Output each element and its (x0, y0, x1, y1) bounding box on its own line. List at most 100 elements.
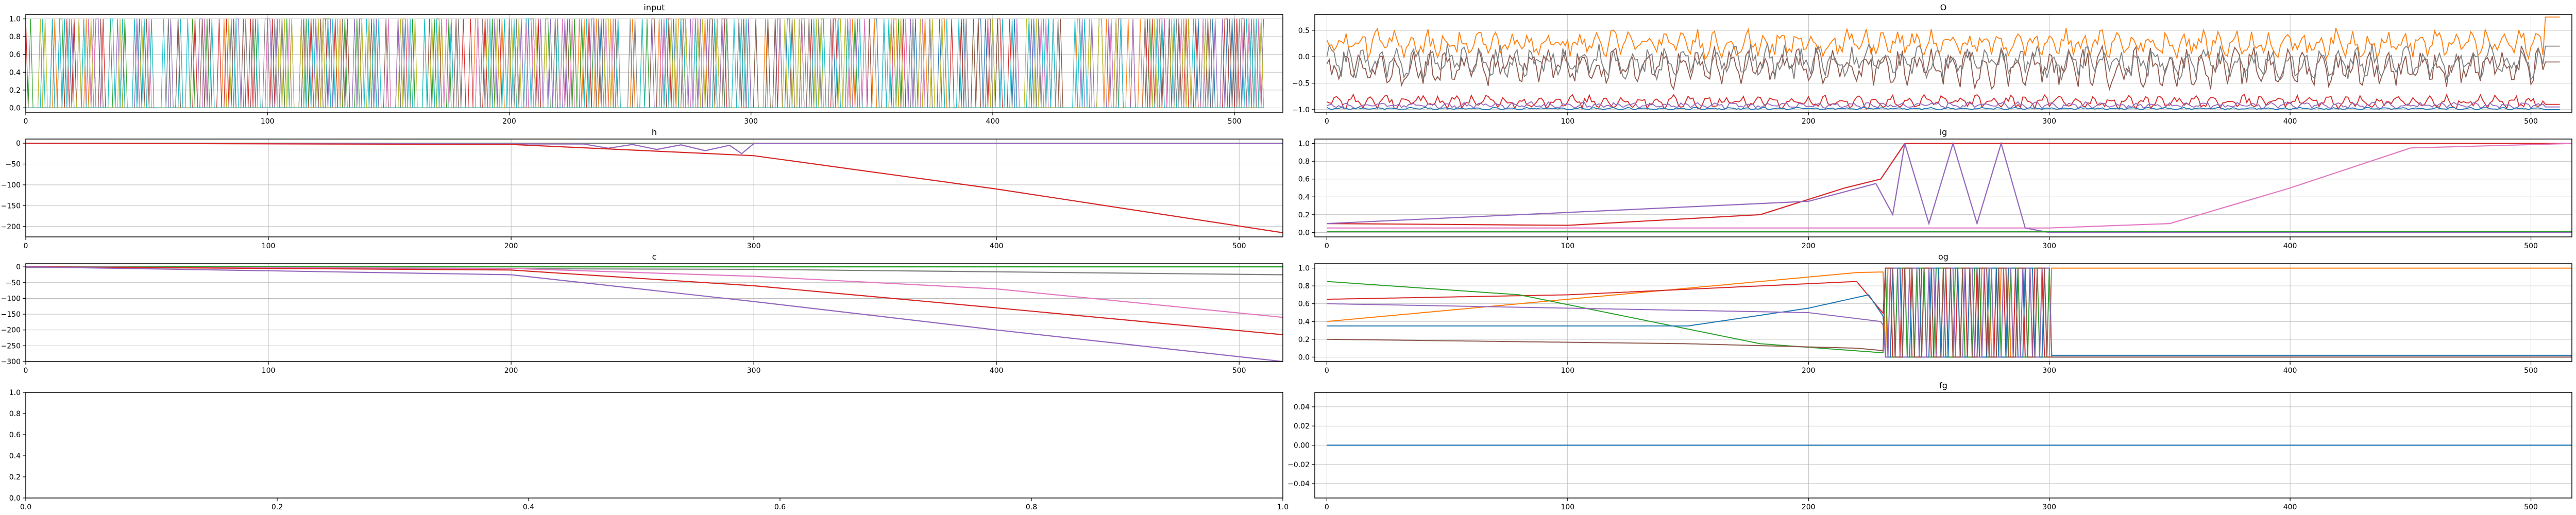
axes-frame-ig (1314, 139, 2572, 237)
x-tick-label-input-5: 500 (1228, 117, 1242, 126)
series-line-o-0 (1326, 16, 2560, 61)
x-tick-label-h-5: 500 (1232, 242, 1246, 250)
subplot-title-ig: ig (1940, 127, 1947, 137)
x-tick-label-o-5: 500 (2524, 117, 2538, 126)
axes-frame-h (25, 139, 1283, 237)
x-tick-label-fg-3: 300 (2042, 503, 2056, 511)
x-tick-label-ig-1: 100 (1561, 242, 1574, 250)
y-tick-label-fg-4: 0.04 (1294, 403, 1310, 411)
series-group-input (26, 19, 1264, 108)
y-tick-label-input-0: 0.0 (9, 104, 21, 112)
y-tick-label-c-1: −50 (5, 279, 21, 287)
y-tick-label-empty-1: 0.2 (9, 473, 21, 482)
x-tick-label-c-3: 300 (747, 367, 761, 375)
y-tick-label-og-3: 0.6 (1298, 300, 1310, 308)
y-tick-label-og-1: 0.2 (1298, 336, 1310, 344)
y-tick-label-c-6: −300 (1, 358, 21, 366)
series-group-og (1327, 267, 2572, 358)
y-tick-label-og-2: 0.4 (1298, 318, 1310, 326)
subplot-title-input: input (643, 3, 665, 12)
y-tick-label-og-4: 0.8 (1298, 282, 1310, 290)
series-line-h-2 (26, 143, 1283, 154)
x-tick-label-ig-0: 0 (1325, 242, 1329, 250)
series-line-c-3 (26, 266, 1283, 335)
y-tick-label-ig-1: 0.2 (1298, 211, 1310, 219)
x-tick-label-h-4: 400 (990, 242, 1004, 250)
series-group-c (26, 266, 1283, 362)
x-tick-label-og-0: 0 (1325, 367, 1329, 375)
axes-frame-og (1314, 263, 2572, 362)
y-tick-label-ig-0: 0.0 (1298, 229, 1310, 237)
series-line-o-2 (1326, 42, 2560, 81)
series-line-o-3 (1327, 93, 2560, 111)
y-tick-label-h-3: −150 (1, 202, 21, 210)
y-tick-label-input-4: 0.8 (9, 33, 21, 41)
series-line-input-9 (26, 19, 1264, 108)
x-tick-label-h-3: 300 (747, 242, 761, 250)
y-tick-label-empty-5: 1.0 (9, 389, 21, 397)
x-tick-label-empty-5: 1.0 (1277, 503, 1289, 511)
x-tick-label-empty-1: 0.2 (272, 503, 283, 511)
x-tick-label-og-2: 200 (1802, 367, 1816, 375)
x-tick-label-o-1: 100 (1561, 117, 1574, 126)
x-tick-label-og-1: 100 (1561, 367, 1574, 375)
series-group-ig (1327, 141, 2572, 233)
axes-frame-o (1314, 14, 2572, 113)
series-line-c-2 (26, 266, 1283, 318)
x-tick-label-empty-2: 0.4 (523, 503, 534, 511)
y-tick-label-fg-3: 0.02 (1294, 422, 1310, 431)
subplot-title-c: c (652, 252, 657, 262)
y-tick-label-c-3: −150 (1, 311, 21, 319)
y-tick-label-h-2: −100 (1, 181, 21, 190)
y-tick-label-empty-0: 0.0 (9, 494, 21, 503)
subplot-title-fg: fg (1939, 381, 1947, 390)
series-line-o-5 (1326, 107, 2560, 111)
x-tick-label-fg-2: 200 (1802, 503, 1816, 511)
x-tick-label-og-5: 500 (2524, 367, 2538, 375)
x-tick-label-empty-3: 0.6 (774, 503, 786, 511)
y-tick-label-fg-0: −0.04 (1287, 480, 1310, 488)
y-tick-label-c-5: −250 (1, 342, 21, 350)
y-tick-label-empty-4: 0.8 (9, 410, 21, 418)
x-tick-label-h-0: 0 (24, 242, 28, 250)
subplot-title-o: O (1940, 3, 1947, 12)
x-tick-label-input-1: 100 (261, 117, 275, 126)
subplot-og: 0 100 200 300 400 500 0.0 0.2 0.4 0.6 0.8 1.0 og (1298, 252, 2572, 375)
x-tick-label-input-0: 0 (24, 117, 28, 126)
y-tick-label-input-5: 1.0 (9, 15, 21, 24)
x-tick-label-c-0: 0 (24, 367, 28, 375)
x-tick-label-empty-4: 0.8 (1026, 503, 1037, 511)
y-tick-label-fg-2: 0.00 (1294, 442, 1310, 450)
y-tick-label-input-3: 0.6 (9, 51, 21, 59)
subplot-ig: 0 100 200 300 400 500 0.0 0.2 0.4 0.6 0.8 1.0 ig (1298, 127, 2572, 250)
y-tick-label-c-2: −100 (1, 295, 21, 303)
x-tick-label-c-4: 400 (990, 367, 1004, 375)
x-tick-label-og-4: 400 (2283, 367, 2297, 375)
series-line-o-1 (1326, 44, 2560, 91)
y-tick-label-empty-2: 0.4 (9, 452, 21, 460)
series-group-o (1326, 16, 2560, 111)
y-tick-label-h-4: −200 (1, 223, 21, 231)
x-tick-label-fg-1: 100 (1561, 503, 1574, 511)
axes-frame-empty (25, 392, 1283, 499)
y-tick-label-h-0: 0 (16, 140, 21, 148)
x-tick-label-input-3: 300 (744, 117, 758, 126)
x-tick-label-h-2: 200 (504, 242, 518, 250)
x-tick-label-o-4: 400 (2283, 117, 2297, 126)
x-tick-label-input-2: 200 (502, 117, 516, 126)
y-tick-label-o-3: 0.5 (1298, 27, 1310, 35)
series-line-h-3 (26, 143, 1283, 233)
x-tick-label-c-2: 200 (504, 367, 518, 375)
y-tick-label-ig-4: 0.8 (1298, 158, 1310, 166)
series-line-ig-1 (1327, 143, 2572, 229)
x-tick-label-ig-2: 200 (1802, 242, 1816, 250)
y-tick-label-input-2: 0.4 (9, 68, 21, 77)
y-tick-label-empty-3: 0.6 (9, 431, 21, 439)
axes-frame-input (25, 14, 1283, 113)
subplot-input: 0 100 200 300 400 500 0.0 0.2 0.4 0.6 0.8 1.0 input (9, 3, 1283, 126)
y-tick-label-og-5: 1.0 (1298, 265, 1310, 273)
y-tick-label-input-1: 0.2 (9, 87, 21, 95)
series-line-ig-2 (1327, 141, 2572, 233)
y-tick-label-fg-1: −0.02 (1287, 461, 1310, 469)
x-tick-label-input-4: 400 (986, 117, 1000, 126)
